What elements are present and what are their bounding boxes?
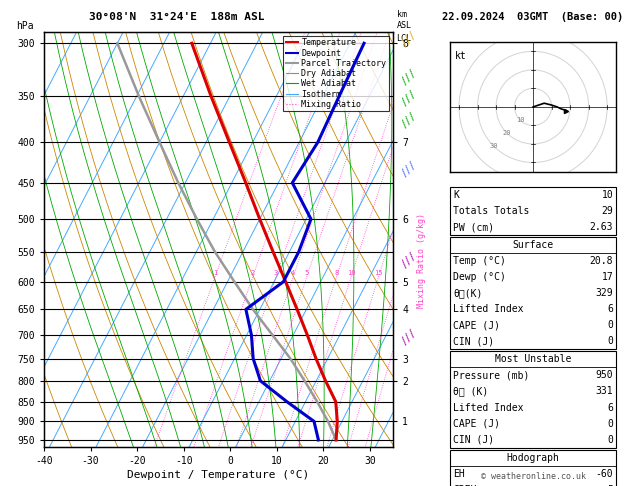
Text: 10: 10	[347, 270, 355, 277]
Text: 8: 8	[335, 270, 339, 277]
Text: ///: ///	[399, 67, 419, 87]
X-axis label: Dewpoint / Temperature (°C): Dewpoint / Temperature (°C)	[128, 470, 309, 480]
Text: ///: ///	[399, 250, 419, 269]
Text: CIN (J): CIN (J)	[453, 434, 494, 445]
Text: 4: 4	[291, 270, 296, 277]
Text: ///: ///	[399, 29, 419, 49]
Text: 2.63: 2.63	[590, 222, 613, 232]
Text: 950: 950	[596, 370, 613, 381]
Text: CIN (J): CIN (J)	[453, 336, 494, 347]
Text: 3: 3	[274, 270, 278, 277]
Text: km
ASL: km ASL	[397, 10, 411, 30]
Text: SREH: SREH	[453, 485, 476, 486]
Text: K: K	[453, 190, 459, 200]
Text: θᴇ (K): θᴇ (K)	[453, 386, 488, 397]
Text: PW (cm): PW (cm)	[453, 222, 494, 232]
Text: 0: 0	[608, 320, 613, 330]
Text: 30: 30	[490, 143, 498, 149]
Text: Most Unstable: Most Unstable	[495, 354, 571, 364]
Text: 30°08'N  31°24'E  188m ASL: 30°08'N 31°24'E 188m ASL	[89, 12, 264, 22]
Text: 17: 17	[601, 272, 613, 282]
Text: 5: 5	[304, 270, 309, 277]
Text: 5: 5	[608, 485, 613, 486]
Text: Lifted Index: Lifted Index	[453, 402, 523, 413]
Text: θᴇ(K): θᴇ(K)	[453, 288, 482, 298]
Text: Lifted Index: Lifted Index	[453, 304, 523, 314]
Text: 0: 0	[608, 336, 613, 347]
Text: ///: ///	[399, 88, 419, 108]
Text: 331: 331	[596, 386, 613, 397]
Text: CAPE (J): CAPE (J)	[453, 418, 500, 429]
Text: Pressure (mb): Pressure (mb)	[453, 370, 529, 381]
Text: 29: 29	[601, 206, 613, 216]
Text: 1: 1	[213, 270, 218, 277]
Text: ///: ///	[399, 159, 419, 179]
Text: © weatheronline.co.uk: © weatheronline.co.uk	[481, 472, 586, 481]
Text: 2: 2	[251, 270, 255, 277]
Text: 22.09.2024  03GMT  (Base: 00): 22.09.2024 03GMT (Base: 00)	[442, 12, 624, 22]
Text: -60: -60	[596, 469, 613, 479]
Text: ///: ///	[399, 327, 419, 346]
Text: CAPE (J): CAPE (J)	[453, 320, 500, 330]
Text: Temp (°C): Temp (°C)	[453, 256, 506, 266]
Text: ///: ///	[399, 110, 419, 130]
Text: 0: 0	[608, 418, 613, 429]
Text: Surface: Surface	[513, 240, 554, 250]
Text: 6: 6	[608, 402, 613, 413]
Text: Hodograph: Hodograph	[506, 452, 560, 463]
Text: Totals Totals: Totals Totals	[453, 206, 529, 216]
Text: Mixing Ratio (g/kg): Mixing Ratio (g/kg)	[417, 213, 426, 308]
Text: 10: 10	[516, 117, 525, 123]
Text: 0: 0	[608, 434, 613, 445]
Text: EH: EH	[453, 469, 465, 479]
Text: Dewp (°C): Dewp (°C)	[453, 272, 506, 282]
Text: 20: 20	[503, 130, 511, 136]
Text: 20.8: 20.8	[590, 256, 613, 266]
Text: hPa: hPa	[16, 21, 34, 31]
Text: 10: 10	[601, 190, 613, 200]
Text: 6: 6	[608, 304, 613, 314]
Text: kt: kt	[455, 52, 467, 61]
Text: 15: 15	[374, 270, 383, 277]
Legend: Temperature, Dewpoint, Parcel Trajectory, Dry Adiabat, Wet Adiabat, Isotherm, Mi: Temperature, Dewpoint, Parcel Trajectory…	[283, 36, 389, 111]
Text: 329: 329	[596, 288, 613, 298]
Text: LCL: LCL	[397, 34, 411, 43]
